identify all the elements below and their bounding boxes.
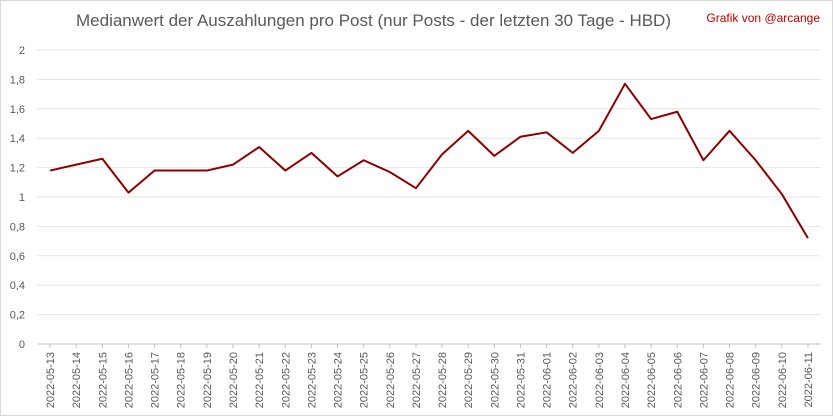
y-tick-label: 1,8 [10,74,25,86]
x-tick-label: 2022-05-20 [228,352,240,408]
y-tick-label: 0 [19,339,25,351]
x-tick-label: 2022-05-16 [123,352,135,408]
y-tick-label: 1,2 [10,163,25,175]
x-tick-label: 2022-06-04 [620,352,632,408]
x-tick-label: 2022-05-21 [254,352,266,408]
x-tick-label: 2022-05-30 [489,352,501,408]
y-tick-label: 0,4 [10,280,25,292]
y-tick-label: 0,6 [10,251,25,263]
x-tick-label: 2022-05-26 [385,352,397,408]
x-tick-label: 2022-06-05 [646,352,658,408]
x-tick-label: 2022-06-11 [803,352,815,407]
x-tick-label: 2022-05-13 [45,352,57,408]
x-tick-label: 2022-05-25 [359,352,371,408]
x-tick-label: 2022-06-01 [542,352,554,408]
x-tick-label: 2022-05-22 [280,352,292,408]
y-tick-label: 1,4 [10,133,25,145]
x-tick-label: 2022-05-14 [71,352,83,408]
x-tick-label: 2022-06-07 [698,352,710,408]
x-tick-label: 2022-06-09 [751,352,763,408]
x-tick-label: 2022-05-23 [306,352,318,408]
x-tick-label: 2022-06-08 [725,352,737,408]
x-tick-label: 2022-05-27 [411,352,423,408]
x-tick-label: 2022-06-03 [594,352,606,408]
gridlines [37,49,821,345]
x-tick-label: 2022-05-17 [150,352,162,408]
x-tick-label: 2022-05-15 [97,352,109,408]
y-tick-label: 0,8 [10,221,25,233]
y-tick-label: 1 [19,192,25,204]
y-axis-ticks: 0 0,2 0,4 0,6 0,8 1 1,2 1,4 1,6 1,8 2 [10,45,25,351]
series-line [49,82,809,239]
y-tick-label: 2 [19,45,25,57]
x-tick-label: 2022-06-02 [568,352,580,408]
x-axis-ticks: 2022-05-13 2022-05-14 2022-05-15 2022-05-16… [45,344,815,408]
x-tick-label: 2022-05-28 [437,352,449,408]
x-tick-label: 2022-06-06 [672,352,684,408]
y-tick-label: 1,6 [10,104,25,116]
x-tick-label: 2022-05-29 [463,352,475,408]
chart-credit: Grafik von @arcange [706,11,820,25]
y-tick-label: 0,2 [10,310,25,322]
x-tick-label: 2022-05-19 [202,352,214,408]
chart-title: Medianwert der Auszahlungen pro Post (nu… [76,11,671,30]
x-tick-label: 2022-06-10 [777,352,789,408]
x-tick-label: 2022-05-31 [515,352,527,408]
x-tick-label: 2022-05-18 [176,352,188,408]
x-tick-label: 2022-05-24 [333,352,345,408]
